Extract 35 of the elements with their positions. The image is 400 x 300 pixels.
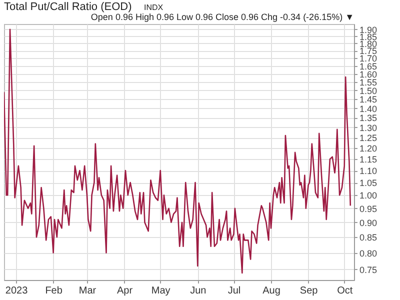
y-tick-label: 1.35	[360, 113, 378, 124]
x-tick-label: Apr	[116, 286, 134, 296]
y-tick-label: 1.20	[360, 144, 378, 154]
chart-subtitle: INDX	[144, 3, 164, 12]
y-tick-label: 1.45	[360, 94, 378, 105]
y-tick-label: 1.50	[360, 86, 378, 96]
y-tick-label: 1.55	[360, 77, 378, 88]
x-tick-label: Feb	[45, 286, 63, 296]
x-tick-label: Aug	[262, 286, 280, 296]
x-tick-label: Jul	[228, 286, 241, 296]
y-tick-label: 0.80	[360, 248, 378, 258]
y-tick-label: 1.60	[360, 69, 378, 80]
chart-title: Total Put/Call Ratio (EOD)	[4, 1, 132, 13]
y-tick-label: 1.00	[360, 190, 378, 201]
y-tick-label: 1.15	[360, 154, 378, 165]
y-tick-label: 1.25	[360, 133, 378, 144]
y-tick-label: 1.40	[360, 104, 378, 114]
y-tick-label: 0.90	[360, 218, 378, 228]
y-tick-label: 1.70	[360, 54, 378, 64]
x-tick-label: Oct	[337, 286, 353, 296]
y-tick-label: 0.75	[360, 264, 378, 275]
x-tick-label: May	[151, 286, 170, 296]
y-tick-label: 1.30	[360, 122, 378, 133]
y-tick-label: 1.10	[360, 166, 378, 176]
y-tick-label: 1.75	[360, 46, 378, 56]
y-tick-label: 1.65	[360, 61, 378, 72]
y-tick-label: 0.85	[360, 232, 378, 243]
x-tick-label: 2023	[5, 286, 28, 296]
x-tick-label: Jun	[190, 286, 206, 296]
y-tick-label: 1.05	[360, 178, 378, 188]
y-tick-label: 0.95	[360, 204, 378, 214]
line-series	[4, 28, 352, 274]
x-tick-label: Sep	[300, 286, 318, 296]
text: Open 0.96 High 0.96 Low 0.96 Close 0.96 Chg -0.34 (-26.15%) ▼	[90, 12, 354, 22]
x-tick-label: Mar	[78, 286, 97, 296]
